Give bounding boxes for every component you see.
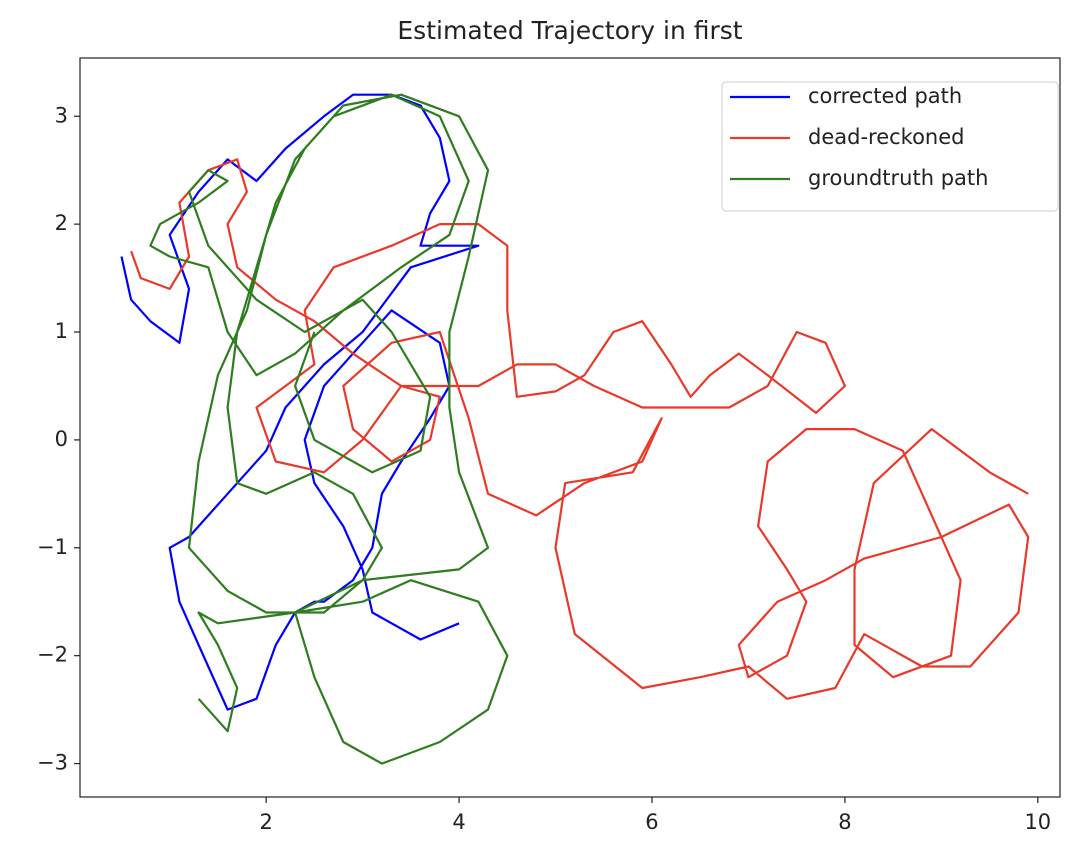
x-tick-label: 4	[452, 810, 465, 834]
legend-label: corrected path	[808, 84, 962, 108]
y-tick-label: 1	[55, 319, 68, 343]
x-tick-label: 2	[259, 810, 272, 834]
trajectory-line	[149, 93, 509, 765]
chart-title: Estimated Trajectory in first	[397, 16, 742, 45]
trajectory-line	[130, 158, 1030, 700]
y-tick-label: −2	[37, 643, 68, 667]
axes-frame	[79, 57, 1061, 798]
x-tick-label: 8	[838, 810, 851, 834]
y-tick-label: −3	[37, 751, 68, 775]
legend-label: dead-reckoned	[808, 125, 965, 149]
y-tick-label: 2	[55, 211, 68, 235]
legend: corrected path dead-reckoned groundtruth p…	[721, 81, 1059, 212]
series-group	[120, 93, 1030, 765]
x-tick-label: 10	[1024, 810, 1051, 834]
legend-label: groundtruth path	[808, 166, 988, 190]
y-tick-label: 0	[55, 427, 68, 451]
y-tick-label: 3	[55, 103, 68, 127]
x-tick-label: 6	[645, 810, 658, 834]
y-tick-label: −1	[37, 535, 68, 559]
trajectory-line	[120, 93, 480, 711]
legend-box	[721, 81, 1059, 212]
